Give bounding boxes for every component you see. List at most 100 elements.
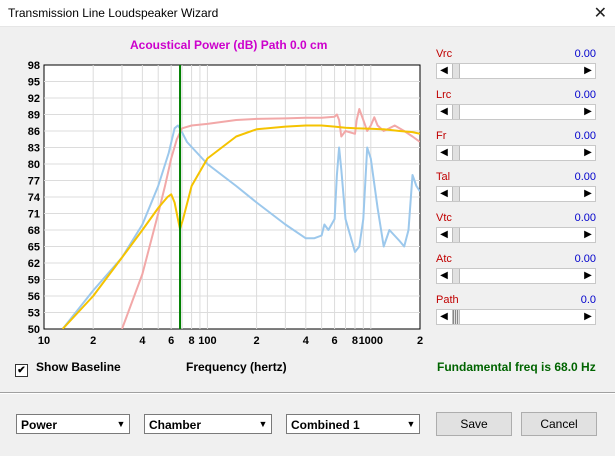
param-value: 0.0 [580,294,596,306]
y-tick-label: 83 [28,143,40,155]
x-tick-label: 10 [38,335,50,347]
param-name: Vtc [436,212,452,224]
param-path: Path 0.0 ◀ ▶ [436,294,596,334]
param-atc: Atc 0.00 ◀ ▶ [436,253,596,293]
chevron-down-icon[interactable]: ▼ [256,416,270,432]
param-value: 0.00 [574,212,596,224]
param-name: Vrc [436,48,453,60]
param-slider[interactable]: ◀ ▶ [436,63,596,79]
chamber-select[interactable]: Chamber ▼ [144,414,272,434]
y-tick-label: 56 [28,291,40,303]
left-arrow-icon[interactable]: ◀ [440,270,448,281]
param-name: Path [436,294,459,306]
title-bar: Transmission Line Loudspeaker Wizard ✕ [0,0,615,27]
slider-thumb[interactable] [452,146,460,160]
cancel-button[interactable]: Cancel [521,412,597,436]
slider-thumb[interactable] [452,105,460,119]
y-tick-label: 80 [28,159,40,171]
y-tick-label: 50 [28,324,40,336]
series-line-3 [61,124,420,329]
x-tick-label: 100 [198,335,216,347]
x-tick-label: 2 [417,335,423,347]
param-value: 0.00 [574,89,596,101]
param-slider[interactable]: ◀ ▶ [436,309,596,325]
chamber-select-value: Chamber [149,418,202,432]
right-arrow-icon[interactable]: ▶ [584,270,592,281]
x-tick-label: 1000 [359,335,383,347]
show-baseline-label: Show Baseline [36,360,121,374]
param-slider[interactable]: ◀ ▶ [436,227,596,243]
y-tick-label: 77 [28,176,40,188]
right-arrow-icon[interactable]: ▶ [584,147,592,158]
close-icon[interactable]: ✕ [593,5,607,22]
left-arrow-icon[interactable]: ◀ [440,229,448,240]
param-slider[interactable]: ◀ ▶ [436,145,596,161]
chevron-down-icon[interactable]: ▼ [404,416,418,432]
y-tick-label: 74 [28,192,41,204]
x-tick-label: 4 [303,335,310,347]
slider-thumb[interactable] [452,228,460,242]
x-tick-label: 2 [254,335,260,347]
series-line-1 [61,124,420,329]
y-tick-label: 71 [28,209,40,221]
y-tick-label: 68 [28,225,40,237]
save-button[interactable]: Save [436,412,512,436]
param-name: Lrc [436,89,452,101]
right-arrow-icon[interactable]: ▶ [584,188,592,199]
left-arrow-icon[interactable]: ◀ [440,106,448,117]
combined-select-value: Combined 1 [291,418,360,432]
power-select[interactable]: Power ▼ [16,414,130,434]
param-vrc: Vrc 0.00 ◀ ▶ [436,48,596,88]
right-arrow-icon[interactable]: ▶ [584,106,592,117]
param-name: Tal [436,171,451,183]
y-tick-label: 89 [28,110,40,122]
frequency-label: Frequency (hertz) [186,360,287,374]
x-tick-label: 6 [331,335,337,347]
param-lrc: Lrc 0.00 ◀ ▶ [436,89,596,129]
param-name: Atc [436,253,452,265]
left-arrow-icon[interactable]: ◀ [440,65,448,76]
left-arrow-icon[interactable]: ◀ [440,147,448,158]
y-tick-label: 92 [28,93,40,105]
chart-title: Acoustical Power (dB) Path 0.0 cm [130,38,328,52]
right-arrow-icon[interactable]: ▶ [584,311,592,322]
y-tick-label: 65 [28,242,40,254]
param-slider[interactable]: ◀ ▶ [436,186,596,202]
param-slider[interactable]: ◀ ▶ [436,104,596,120]
left-arrow-icon[interactable]: ◀ [440,311,448,322]
chevron-down-icon[interactable]: ▼ [114,416,128,432]
slider-thumb[interactable] [452,269,460,283]
y-tick-label: 86 [28,126,40,138]
slider-thumb[interactable] [452,64,460,78]
right-arrow-icon[interactable]: ▶ [584,229,592,240]
y-tick-label: 98 [28,60,40,72]
checkbox-box[interactable]: ✔ [15,364,28,377]
x-tick-label: 2 [90,335,96,347]
show-baseline-checkbox[interactable]: ✔ Show Baseline [15,360,121,377]
param-value: 0.00 [574,130,596,142]
param-fr: Fr 0.00 ◀ ▶ [436,130,596,170]
param-tal: Tal 0.00 ◀ ▶ [436,171,596,211]
param-value: 0.00 [574,253,596,265]
divider [0,392,615,394]
y-tick-label: 59 [28,275,40,287]
combined-select[interactable]: Combined 1 ▼ [286,414,420,434]
power-select-value: Power [21,418,58,432]
window-title: Transmission Line Loudspeaker Wizard [8,6,219,20]
param-value: 0.00 [574,171,596,183]
param-name: Fr [436,130,447,142]
slider-thumb[interactable] [452,187,460,201]
fundamental-frequency: Fundamental freq is 68.0 Hz [437,360,596,374]
slider-thumb[interactable] [452,310,460,324]
x-tick-label: 8 [189,335,195,347]
param-vtc: Vtc 0.00 ◀ ▶ [436,212,596,252]
x-tick-label: 6 [168,335,174,347]
y-tick-label: 53 [28,308,40,320]
param-value: 0.00 [574,48,596,60]
left-arrow-icon[interactable]: ◀ [440,188,448,199]
x-tick-label: 8 [352,335,358,347]
x-tick-label: 4 [139,335,146,347]
param-slider[interactable]: ◀ ▶ [436,268,596,284]
right-arrow-icon[interactable]: ▶ [584,65,592,76]
